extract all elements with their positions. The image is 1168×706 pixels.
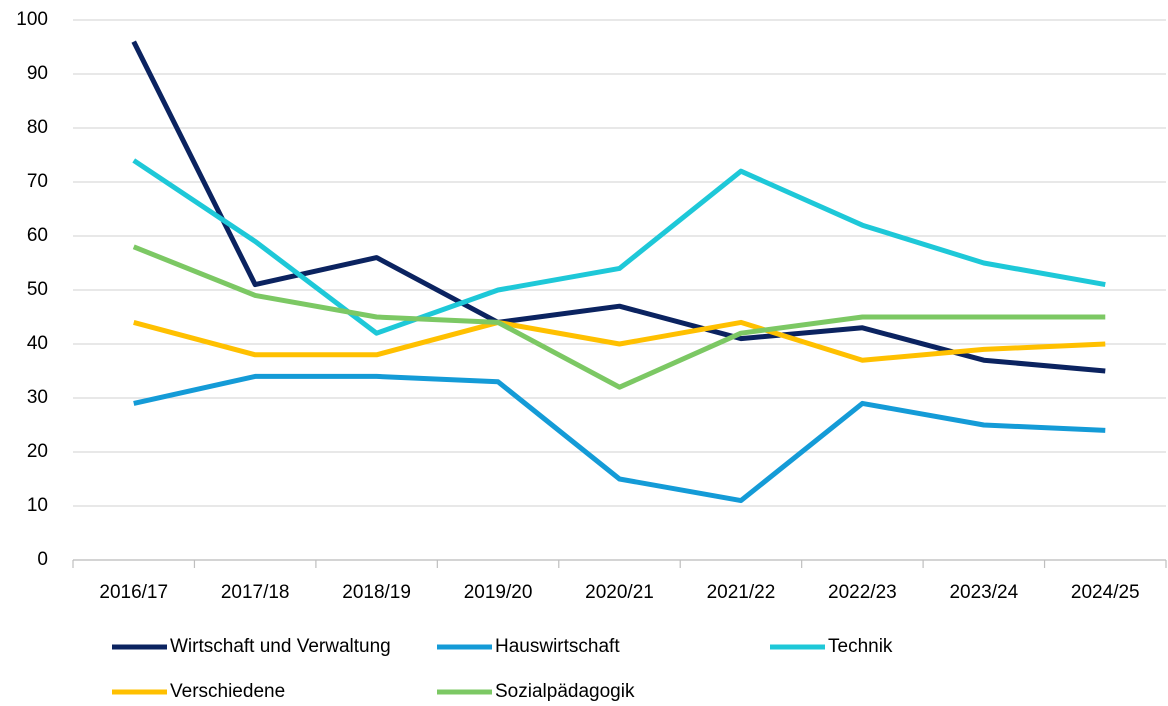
x-tick-label: 2023/24 [949, 582, 1018, 603]
legend-label: Sozialpädagogik [495, 681, 635, 702]
series-line [133, 319, 1106, 363]
y-tick-label: 0 [37, 549, 48, 570]
series-line [132, 244, 1106, 390]
series-line [132, 158, 1106, 336]
y-tick-label: 90 [27, 63, 48, 84]
x-tick-label: 2018/19 [342, 582, 411, 603]
x-tick-label: 2022/23 [828, 582, 897, 603]
x-tick-label: 2021/22 [707, 582, 776, 603]
y-tick-label: 100 [16, 9, 48, 30]
y-tick-label: 60 [27, 225, 48, 246]
series-line [133, 373, 1106, 504]
y-tick-label: 20 [27, 441, 48, 462]
series-line [131, 40, 1106, 374]
y-tick-label: 50 [27, 279, 48, 300]
x-tick-label: 2024/25 [1071, 582, 1140, 603]
x-tick-label: 2016/17 [99, 582, 168, 603]
y-tick-label: 40 [27, 333, 48, 354]
legend-label: Wirtschaft und Verwaltung [170, 636, 391, 657]
x-tick-label: 2017/18 [221, 582, 290, 603]
legend-label: Verschiedene [170, 681, 285, 702]
x-tick-label: 2019/20 [464, 582, 533, 603]
y-tick-label: 10 [27, 495, 48, 516]
y-tick-label: 30 [27, 387, 48, 408]
y-tick-label: 80 [27, 117, 48, 138]
legend-label: Hauswirtschaft [495, 636, 620, 657]
x-tick-label: 2020/21 [585, 582, 654, 603]
legend-label: Technik [828, 636, 893, 657]
y-tick-label: 70 [27, 171, 48, 192]
